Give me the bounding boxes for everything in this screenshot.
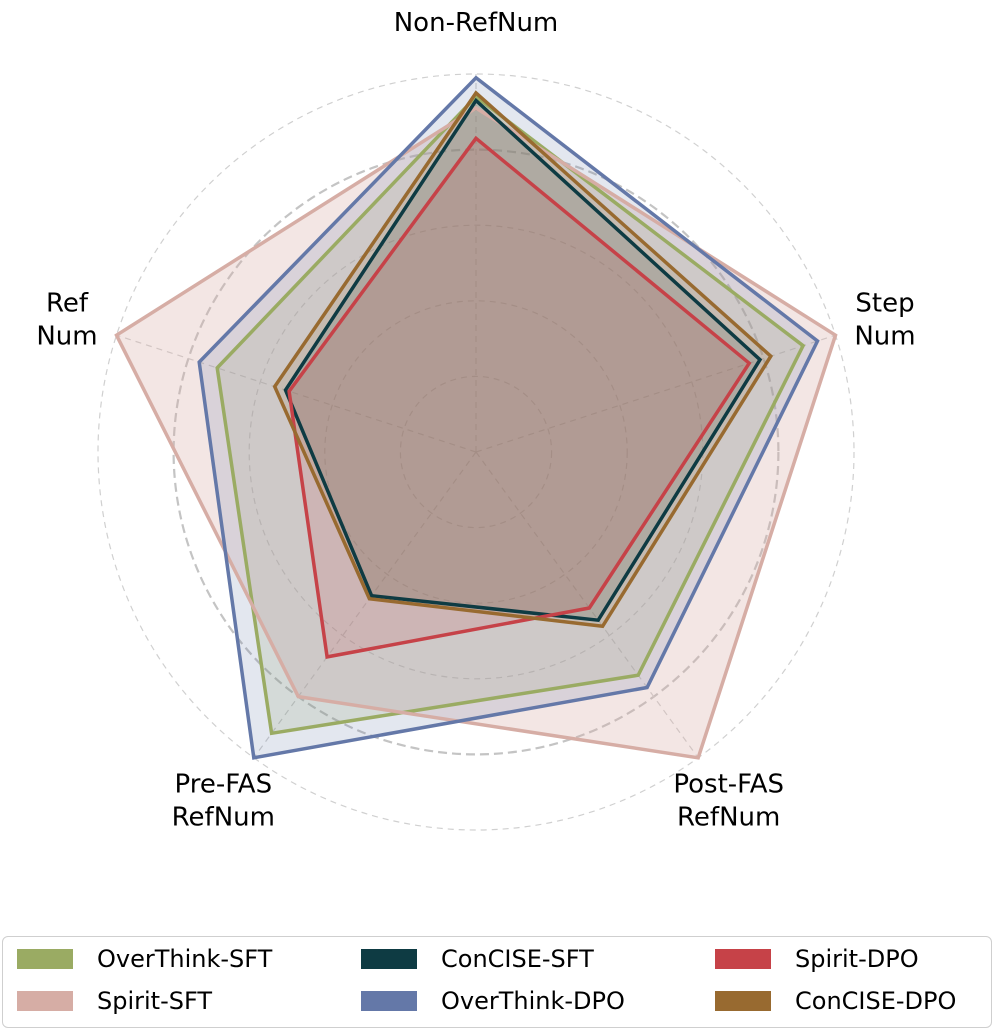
- series-fill-spirit-dpo: [289, 138, 750, 657]
- legend-label: Spirit-SFT: [97, 987, 213, 1015]
- grid-ring: [97, 73, 855, 831]
- legend-item-concise-dpo: ConCISE-DPO: [715, 983, 956, 1019]
- axis-label: Post-FAS RefNum: [673, 769, 784, 832]
- axis-label-line: RefNum: [677, 802, 780, 832]
- legend-label: Spirit-DPO: [795, 945, 919, 973]
- legend-label: ConCISE-DPO: [795, 987, 957, 1015]
- legend-item-spirit-dpo: Spirit-DPO: [715, 941, 919, 977]
- radar-grid: [97, 73, 855, 831]
- legend-item-overthink-sft: OverThink-SFT: [17, 941, 272, 977]
- axis-label: Ref Num: [36, 289, 97, 352]
- grid-spoke: [475, 451, 699, 759]
- axis-label-line: Ref: [46, 289, 89, 319]
- legend-item-concise-sft: ConCISE-SFT: [361, 941, 594, 977]
- grid-ring: [324, 300, 628, 604]
- legend-swatch: [361, 991, 417, 1011]
- grid-spoke: [253, 451, 477, 759]
- legend: OverThink-SFT ConCISE-SFT Spirit-DPO Spi…: [2, 936, 992, 1028]
- grid-spoke: [116, 334, 477, 453]
- legend-label: ConCISE-SFT: [441, 945, 594, 973]
- axis-label-line: Step: [855, 289, 914, 319]
- series-line-spirit-sft: [114, 105, 838, 760]
- series-line-overthink-dpo: [197, 75, 820, 760]
- axis-label-line: Non-RefNum: [394, 8, 559, 38]
- axis-label: Step Num: [854, 289, 915, 352]
- series-fill-overthink-dpo: [199, 77, 818, 758]
- axis-label: Pre-FAS RefNum: [172, 769, 275, 832]
- axis-label-line: Num: [36, 322, 97, 352]
- series-line-spirit-dpo: [287, 135, 752, 659]
- series-outlines: [114, 75, 838, 760]
- legend-swatch: [715, 991, 771, 1011]
- axis-label-line: Post-FAS: [673, 769, 784, 799]
- axis-label-line: RefNum: [172, 802, 275, 832]
- legend-swatch: [361, 949, 417, 969]
- series-line-overthink-sft: [215, 94, 806, 736]
- series-fill-concise-sft: [285, 100, 760, 621]
- series-fill-spirit-sft: [116, 108, 836, 758]
- legend-swatch: [715, 949, 771, 969]
- legend-label: OverThink-SFT: [97, 945, 273, 973]
- grid-ring: [399, 375, 553, 529]
- series-fill-concise-dpo: [274, 92, 771, 627]
- legend-label: OverThink-DPO: [441, 987, 625, 1015]
- legend-item-overthink-dpo: OverThink-DPO: [361, 983, 625, 1019]
- series-line-concise-dpo: [272, 90, 774, 629]
- axis-label-line: Num: [854, 322, 915, 352]
- grid-spoke: [475, 334, 836, 453]
- legend-item-spirit-sft: Spirit-SFT: [17, 983, 212, 1019]
- series-line-concise-sft: [283, 97, 763, 623]
- grid-ring: [172, 148, 780, 756]
- axis-label: Non-RefNum: [394, 8, 559, 38]
- legend-swatch: [17, 949, 73, 969]
- legend-swatch: [17, 991, 73, 1011]
- axis-label-line: Pre-FAS: [175, 769, 273, 799]
